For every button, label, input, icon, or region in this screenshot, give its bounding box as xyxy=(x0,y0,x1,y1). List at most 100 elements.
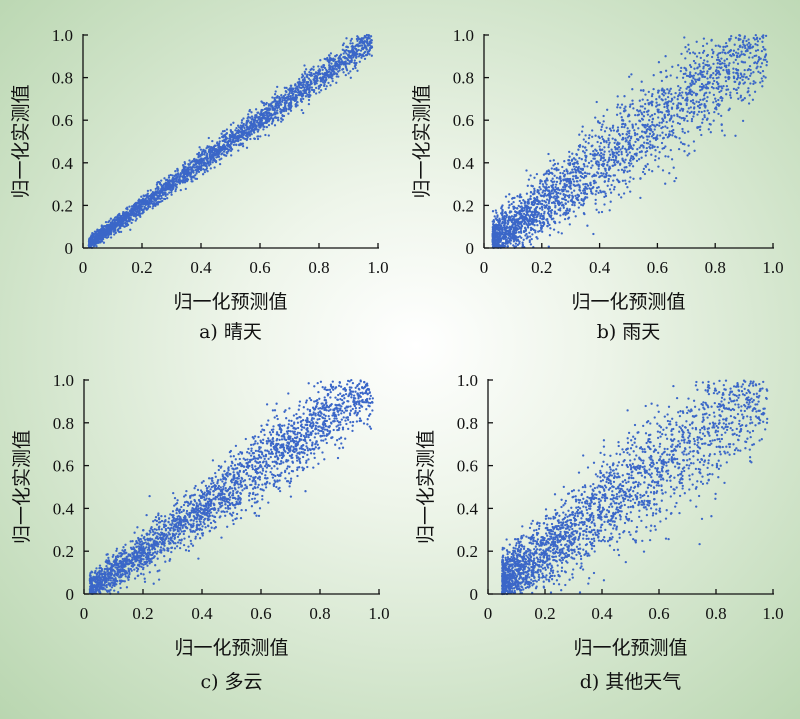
scatter-point xyxy=(184,187,187,191)
scatter-point xyxy=(531,223,534,226)
scatter-point xyxy=(644,154,647,157)
scatter-point xyxy=(628,120,631,123)
scatter-point xyxy=(355,61,358,65)
scatter-point xyxy=(666,113,670,117)
scatter-point xyxy=(331,74,334,77)
scatter-point xyxy=(331,79,334,83)
scatter-point xyxy=(690,74,693,78)
scatter-point xyxy=(694,80,698,83)
scatter-point xyxy=(609,191,613,194)
scatter-point xyxy=(589,182,592,185)
scatter-point xyxy=(571,168,574,171)
scatter-point xyxy=(738,34,742,37)
scatter-point xyxy=(540,228,543,231)
scatter-point xyxy=(128,212,131,216)
scatter-point xyxy=(356,39,359,43)
scatter-point xyxy=(104,220,108,224)
scatter-point xyxy=(703,59,706,62)
scatter-point xyxy=(722,45,725,49)
scatter-point xyxy=(191,160,194,163)
scatter-point xyxy=(578,201,581,205)
scatter-point xyxy=(648,119,651,122)
scatter-point xyxy=(229,149,233,153)
scatter-point xyxy=(749,51,752,55)
scatter-point xyxy=(749,46,752,50)
scatter-point xyxy=(310,86,314,89)
scatter-point xyxy=(153,191,156,195)
scatter-point xyxy=(314,72,318,75)
scatter-point xyxy=(625,133,628,136)
scatter-point xyxy=(138,201,141,204)
scatter-point xyxy=(276,109,279,112)
scatter-point xyxy=(155,201,158,204)
scatter-point xyxy=(630,162,633,165)
scatter-point xyxy=(363,35,366,39)
scatter-point xyxy=(234,134,237,138)
scatter-point xyxy=(629,103,632,106)
scatter-point xyxy=(535,172,539,176)
scatter-point xyxy=(563,175,566,178)
scatter-point xyxy=(491,220,494,223)
scatter-point xyxy=(710,85,714,89)
scatter-point xyxy=(559,180,562,183)
scatter-point xyxy=(221,139,224,143)
scatter-point xyxy=(334,72,338,75)
scatter-point xyxy=(114,219,117,222)
scatter-point xyxy=(289,101,293,104)
scatter-point xyxy=(613,185,616,189)
scatter-point xyxy=(723,51,727,54)
scatter-point xyxy=(218,162,222,166)
scatter-point xyxy=(539,188,542,191)
scatter-point xyxy=(304,68,308,71)
scatter-point xyxy=(253,137,256,140)
scatter-point xyxy=(525,192,529,195)
scatter-point xyxy=(683,143,686,146)
scatter-point xyxy=(153,194,156,197)
scatter-point xyxy=(590,159,593,163)
scatter-point xyxy=(573,189,576,192)
scatter-point xyxy=(690,117,694,121)
scatter-point xyxy=(666,95,670,99)
scatter-point xyxy=(665,75,669,78)
scatter-point xyxy=(515,226,519,230)
scatter-point xyxy=(684,80,687,84)
scatter-point xyxy=(727,76,730,79)
scatter-point xyxy=(740,60,743,63)
scatter-point xyxy=(639,196,642,200)
scatter-point xyxy=(318,68,321,71)
scatter-point xyxy=(584,185,587,188)
scatter-point xyxy=(217,144,220,147)
scatter-point xyxy=(594,202,597,205)
scatter-point xyxy=(753,90,757,93)
scatter-point xyxy=(735,91,739,95)
scatter-point xyxy=(336,60,340,63)
scatter-point xyxy=(312,68,315,71)
scatter-point xyxy=(203,170,206,174)
scatter-point xyxy=(546,224,549,228)
scatter-point xyxy=(712,101,715,104)
scatter-point xyxy=(636,109,639,112)
scatter-point xyxy=(666,104,670,107)
scatter-point xyxy=(236,135,239,138)
scatter-point xyxy=(701,44,705,48)
scatter-point xyxy=(573,161,576,165)
scatter-point xyxy=(279,110,282,113)
scatter-point xyxy=(638,146,641,149)
scatter-point xyxy=(229,136,232,139)
scatter-point xyxy=(332,59,335,62)
scatter-point xyxy=(559,171,562,175)
scatter-point xyxy=(202,161,205,165)
scatter-point xyxy=(752,82,755,86)
scatter-point xyxy=(293,90,296,93)
scatter-point xyxy=(493,242,496,245)
scatter-point xyxy=(572,200,575,204)
scatter-point xyxy=(632,144,635,147)
scatter-point xyxy=(218,136,221,140)
scatter-point xyxy=(191,180,194,183)
scatter-point xyxy=(220,132,223,135)
scatter-point xyxy=(313,79,316,82)
scatter-point xyxy=(631,123,634,126)
scatter-point xyxy=(580,158,583,161)
scatter-point xyxy=(596,140,599,144)
scatter-point xyxy=(587,161,591,165)
